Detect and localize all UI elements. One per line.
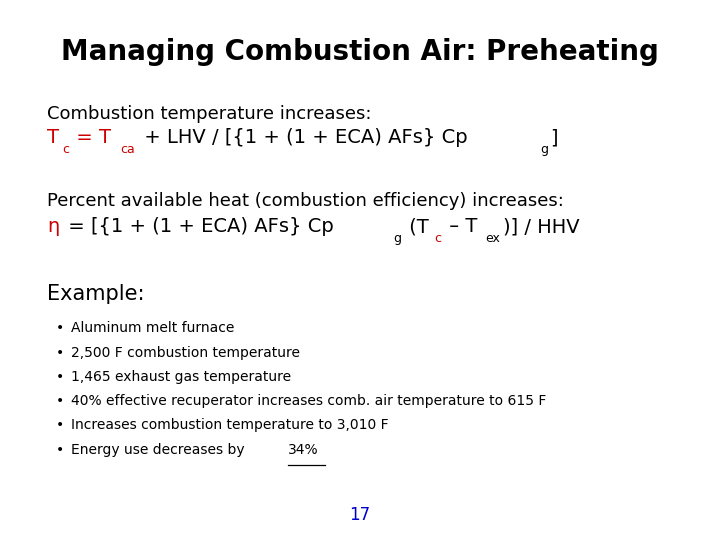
Text: 2,500 F combustion temperature: 2,500 F combustion temperature xyxy=(71,346,300,360)
Text: Example:: Example: xyxy=(47,284,145,303)
Text: c: c xyxy=(434,232,441,245)
Text: c: c xyxy=(62,143,69,156)
Text: – T: – T xyxy=(443,217,477,236)
Text: + LHV / [{1 + (1 + ECA) AFs} Cp: + LHV / [{1 + (1 + ECA) AFs} Cp xyxy=(138,128,468,147)
Text: Combustion temperature increases:: Combustion temperature increases: xyxy=(47,105,372,123)
Text: g: g xyxy=(540,143,548,156)
Text: = [{1 + (1 + ECA) AFs} Cp: = [{1 + (1 + ECA) AFs} Cp xyxy=(62,217,334,236)
Text: 17: 17 xyxy=(349,506,371,524)
Text: = T: = T xyxy=(71,128,112,147)
Text: 34%: 34% xyxy=(288,443,318,457)
Text: η: η xyxy=(47,217,59,236)
Text: (T: (T xyxy=(403,217,429,236)
Text: •: • xyxy=(56,443,64,457)
Text: 1,465 exhaust gas temperature: 1,465 exhaust gas temperature xyxy=(71,370,291,384)
Text: Increases combustion temperature to 3,010 F: Increases combustion temperature to 3,01… xyxy=(71,418,389,433)
Text: Energy use decreases by: Energy use decreases by xyxy=(71,443,249,457)
Text: •: • xyxy=(56,346,64,360)
Text: 40% effective recuperator increases comb. air temperature to 615 F: 40% effective recuperator increases comb… xyxy=(71,394,546,408)
Text: Percent available heat (combustion efficiency) increases:: Percent available heat (combustion effic… xyxy=(47,192,564,210)
Text: •: • xyxy=(56,418,64,433)
Text: •: • xyxy=(56,394,64,408)
Text: )] / HHV: )] / HHV xyxy=(503,217,580,236)
Text: ]: ] xyxy=(550,128,557,147)
Text: ca: ca xyxy=(120,143,135,156)
Text: Aluminum melt furnace: Aluminum melt furnace xyxy=(71,321,234,335)
Text: Managing Combustion Air: Preheating: Managing Combustion Air: Preheating xyxy=(61,38,659,66)
Text: ex: ex xyxy=(485,232,500,245)
Text: •: • xyxy=(56,370,64,384)
Text: T: T xyxy=(47,128,59,147)
Text: g: g xyxy=(393,232,401,245)
Text: •: • xyxy=(56,321,64,335)
